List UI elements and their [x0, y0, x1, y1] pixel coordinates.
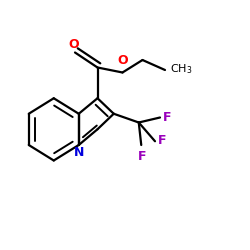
Text: O: O	[118, 54, 128, 67]
Text: F: F	[163, 111, 172, 124]
Text: O: O	[68, 38, 79, 51]
Text: CH$_3$: CH$_3$	[170, 62, 192, 76]
Text: N: N	[74, 146, 84, 159]
Text: F: F	[138, 150, 147, 162]
Text: F: F	[158, 134, 166, 146]
